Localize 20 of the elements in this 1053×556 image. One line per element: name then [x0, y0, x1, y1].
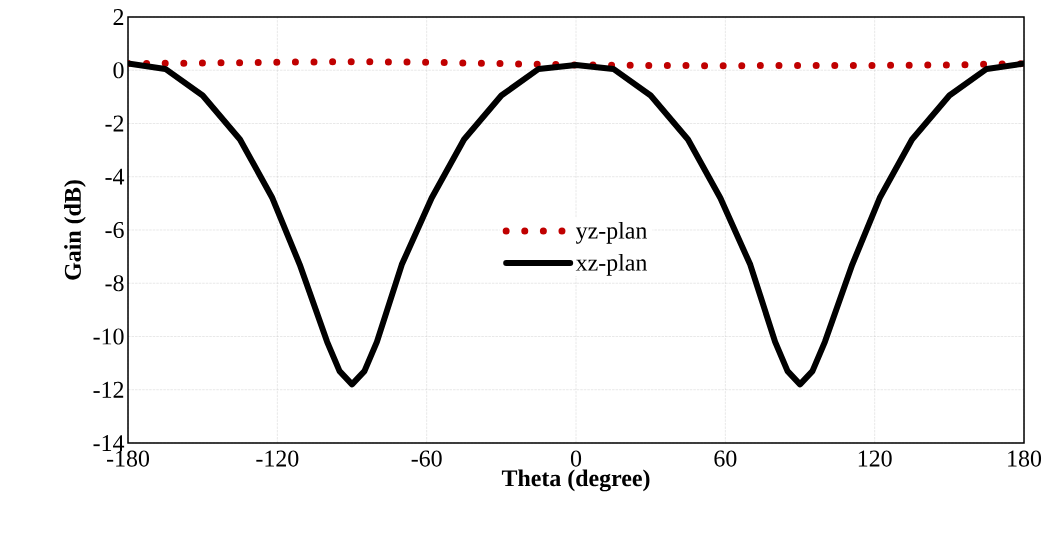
y-tick-label: -12	[93, 381, 124, 398]
legend-label: xz-plan	[575, 254, 648, 276]
y-tick-label: -4	[105, 168, 125, 185]
y-tick-label: -6	[105, 221, 124, 239]
y-tick-label: 0	[113, 62, 124, 79]
x-tick-label: -60	[411, 450, 442, 467]
x-tick-label: 60	[714, 450, 737, 467]
y-tick-label: -10	[93, 328, 124, 345]
y-tick-label: -8	[105, 275, 124, 292]
x-axis-title: Theta (degree)	[501, 469, 650, 492]
x-tick-label: -120	[256, 450, 299, 467]
y-axis-title: Gain (dB)	[64, 180, 86, 280]
x-tick-label: 180	[1008, 450, 1042, 467]
legend-label: yz-plan	[575, 221, 648, 244]
y-tick-label: -14	[93, 435, 125, 451]
x-tick-label: 120	[858, 450, 892, 467]
y-tick-label: -2	[105, 115, 124, 132]
x-tick-label: -180	[106, 450, 150, 467]
y-tick-label: 2	[113, 9, 124, 25]
x-tick-label: 0	[570, 450, 582, 467]
